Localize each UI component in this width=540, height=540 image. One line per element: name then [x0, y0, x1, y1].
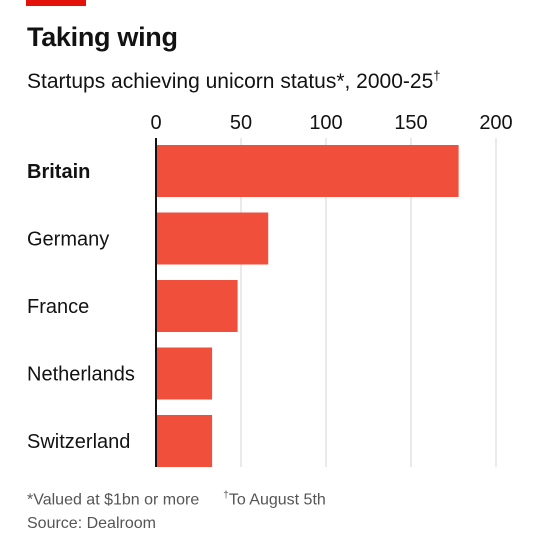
bar: [156, 347, 213, 400]
bar: [156, 145, 459, 197]
category-label: Germany: [27, 229, 109, 251]
subtitle-text: Startups achieving unicorn status*, 2000…: [27, 70, 434, 93]
chart-subtitle: Startups achieving unicorn status*, 2000…: [27, 68, 440, 94]
x-tick-label: 150: [394, 112, 427, 134]
footnote-line: *Valued at $1bn or more †To August 5th: [27, 484, 326, 512]
x-tick-label: 100: [309, 112, 342, 134]
bar: [156, 280, 238, 332]
brand-tag: [26, 0, 86, 6]
x-tick-label: 0: [150, 112, 161, 134]
source-note: Source: Dealroom: [27, 515, 156, 533]
bar-chart: 0 50 100 150 200 Britain Germany France Netherla…: [27, 112, 513, 467]
category-label: Netherlands: [27, 364, 135, 386]
subtitle-dagger: †: [433, 68, 441, 83]
footnote-valuation: *Valued at $1bn or more: [27, 491, 200, 509]
chart-title: Taking wing: [27, 22, 178, 52]
footnotes: *Valued at $1bn or more †To August 5th So…: [27, 484, 326, 536]
footnote-date: To August 5th: [228, 491, 326, 509]
category-label: France: [27, 296, 89, 318]
category-label: Switzerland: [27, 431, 130, 453]
x-tick-label: 200: [479, 112, 512, 134]
x-tick-label: 50: [230, 112, 252, 134]
footnote-dagger: †: [223, 490, 229, 501]
category-label: Britain: [27, 161, 90, 183]
bar: [156, 415, 213, 467]
bar: [156, 212, 269, 265]
